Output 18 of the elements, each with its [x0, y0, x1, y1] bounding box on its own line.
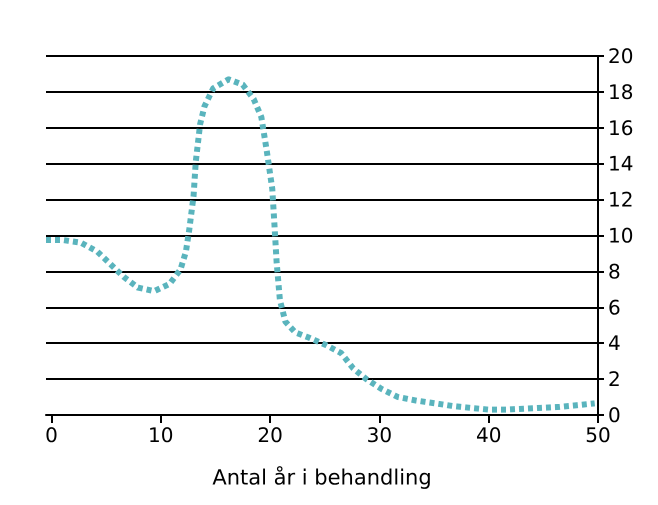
- y-tick-label: 2: [608, 367, 621, 392]
- y-tick-label: 20: [608, 44, 634, 68]
- y-tick-label: 14: [608, 152, 634, 176]
- x-tick-label: 50: [585, 423, 611, 447]
- y-tick-label: 6: [608, 295, 621, 320]
- y-tick-label: 8: [608, 259, 621, 284]
- x-tick-label: 0: [45, 423, 58, 447]
- x-tick-label: 10: [148, 423, 174, 447]
- x-tick-label: 40: [476, 423, 502, 447]
- x-axis-title: Antal år i behandling: [212, 466, 432, 490]
- y-tick-label: 4: [608, 331, 621, 356]
- x-tick-label: 20: [257, 423, 283, 447]
- x-tick-label: 30: [366, 423, 392, 447]
- y-tick-label: 18: [608, 80, 634, 104]
- y-tick-label: 16: [608, 116, 634, 140]
- y-tick-label: 0: [608, 403, 621, 427]
- y-tick-label: 10: [608, 224, 634, 248]
- y-tick-label: 12: [608, 188, 634, 212]
